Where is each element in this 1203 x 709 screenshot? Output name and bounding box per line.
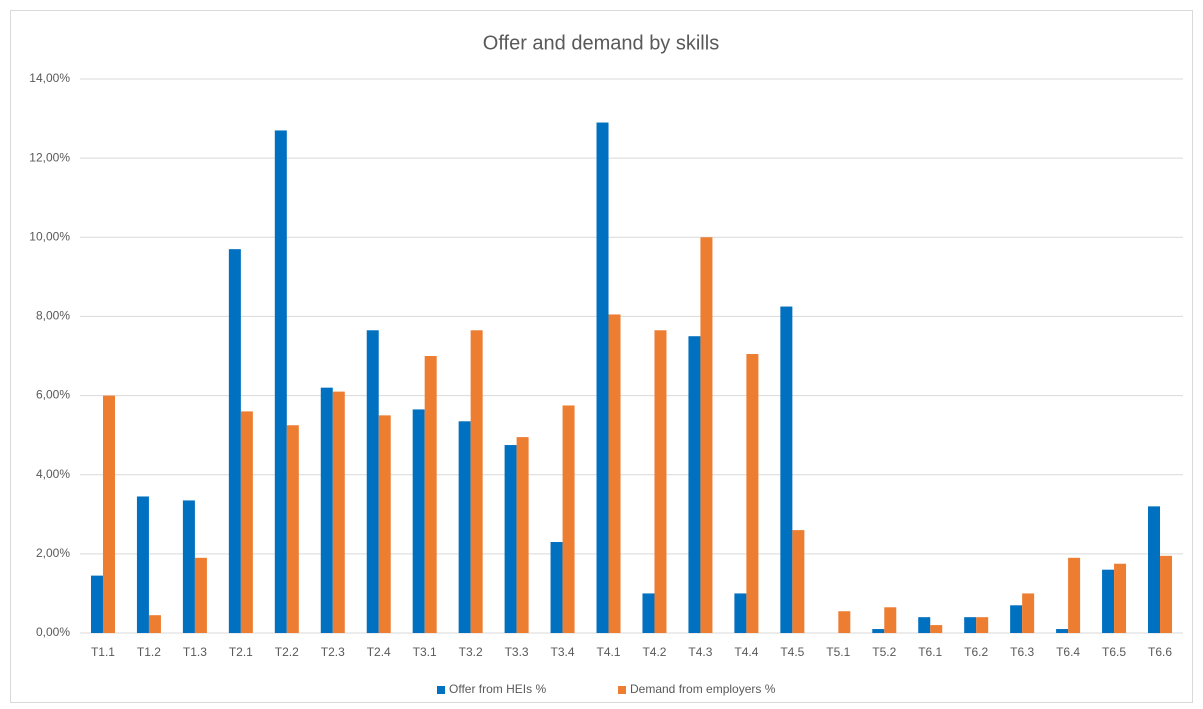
bar [332,391,345,633]
bar [1160,555,1173,633]
bar [792,530,805,633]
bar [470,330,483,633]
x-tick-label: T2.3 [321,645,345,659]
bar [516,437,529,633]
bar [642,593,655,633]
bar [780,306,793,633]
x-tick-label: T3.1 [413,645,437,659]
bar [596,122,609,634]
x-tick-label: T2.2 [275,645,299,659]
y-tick-label: 2,00% [36,546,70,560]
bar [148,615,161,633]
x-tick-label: T5.2 [872,645,896,659]
bar [1010,605,1023,633]
x-tick-label: T4.2 [642,645,666,659]
x-tick-label: T1.3 [183,645,207,659]
bar [964,617,977,633]
bar [274,130,287,633]
x-tick-label: T1.1 [91,645,115,659]
bar [608,314,621,633]
x-tick-label: T3.3 [505,645,529,659]
x-tick-label: T3.2 [459,645,483,659]
x-tick-label: T4.1 [597,645,621,659]
x-tick-label: T6.4 [1056,645,1080,659]
bar [838,611,851,633]
bar [746,354,759,633]
bar [286,425,299,633]
y-tick-label: 4,00% [36,467,70,481]
y-tick-label: 12,00% [29,150,70,164]
bar [136,496,149,633]
legend-label: Demand from employers % [630,682,776,696]
bar [90,575,103,633]
x-tick-label: T2.1 [229,645,253,659]
bar [366,330,379,633]
bar [1114,563,1127,633]
bar [700,237,713,634]
bar [1068,557,1081,633]
bar [550,541,563,633]
x-tick-label: T4.3 [688,645,712,659]
bar [412,409,425,633]
x-tick-label: T6.2 [964,645,988,659]
bar [1056,629,1069,633]
bar [734,593,747,633]
bar [930,625,943,633]
bar [424,356,437,633]
bar [884,607,897,633]
bar [1148,506,1161,633]
bar [458,421,471,633]
y-tick-label: 14,00% [29,71,70,85]
x-tick-label: T1.2 [137,645,161,659]
bar [872,629,885,633]
y-tick-label: 10,00% [29,229,70,243]
x-tick-label: T2.4 [367,645,391,659]
x-tick-label: T6.5 [1102,645,1126,659]
bar [194,557,207,633]
bar [562,405,575,633]
bar [504,445,517,633]
bar [102,395,115,633]
legend-swatch [618,686,626,694]
bar [182,500,195,633]
x-tick-label: T5.1 [826,645,850,659]
legend-label: Offer from HEIs % [449,682,546,696]
bar [240,411,253,633]
x-tick-label: T6.3 [1010,645,1034,659]
y-tick-label: 8,00% [36,309,70,323]
bar [1102,569,1115,633]
bar [320,387,333,633]
x-tick-label: T6.6 [1148,645,1172,659]
bar [228,249,241,633]
bar [1022,593,1035,633]
x-tick-label: T3.4 [551,645,575,659]
x-tick-label: T6.1 [918,645,942,659]
y-tick-label: 0,00% [36,625,70,639]
bar [976,617,989,633]
bar [378,415,391,633]
chart-title: Offer and demand by skills [483,32,719,54]
bar [918,617,931,633]
bar [688,336,701,633]
bar [654,330,667,633]
y-tick-label: 6,00% [36,388,70,402]
x-tick-label: T4.4 [734,645,758,659]
x-tick-label: T4.5 [780,645,804,659]
legend-swatch [437,686,445,694]
